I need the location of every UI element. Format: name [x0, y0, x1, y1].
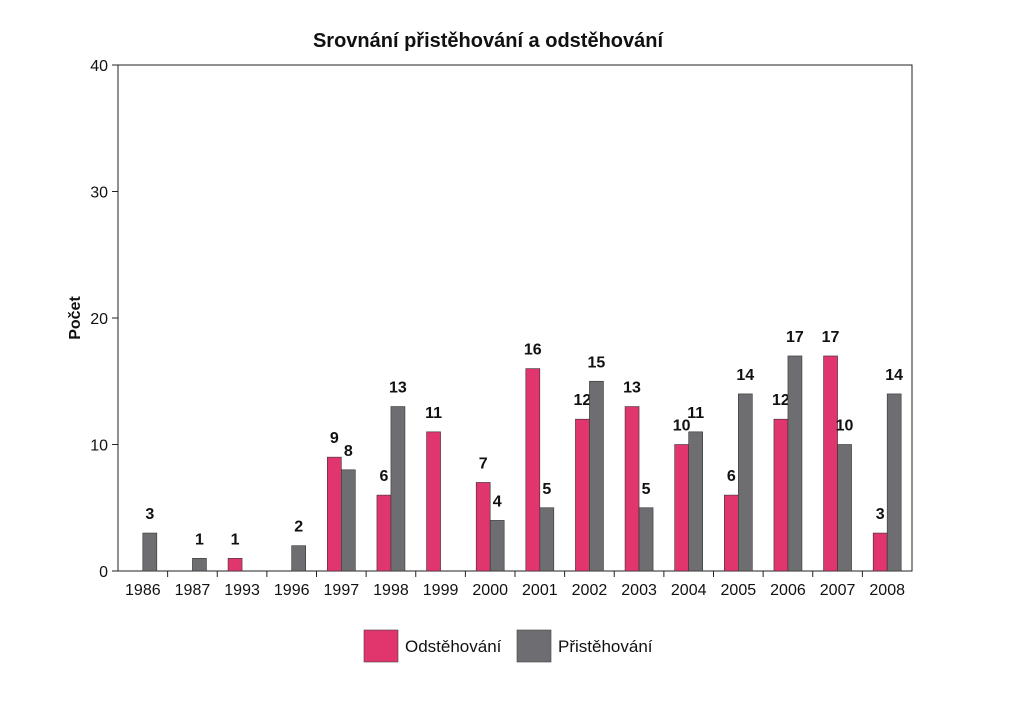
x-tick-label: 2005 [721, 582, 757, 599]
data-label-pristehovani: 13 [389, 380, 407, 397]
y-tick-label: 0 [99, 564, 108, 581]
y-tick-label: 40 [90, 58, 108, 75]
bar-odstehovani [227, 558, 243, 572]
x-tick-label: 2000 [472, 582, 508, 599]
bar-pristehovani [837, 444, 852, 572]
data-label-pristehovani: 2 [294, 519, 303, 536]
bar-pristehovani [341, 469, 356, 572]
x-tick-label: 1999 [423, 582, 459, 599]
bar-odstehovani [624, 406, 640, 572]
bar-odstehovani [872, 532, 888, 572]
bar-pristehovani [142, 532, 158, 572]
x-tick-label: 2006 [770, 582, 806, 599]
bar-pristehovani [390, 406, 406, 572]
bar-pristehovani [589, 380, 604, 572]
data-label-odstehovani: 16 [524, 342, 542, 359]
data-label-pristehovani: 14 [885, 367, 903, 384]
bar-pristehovani [638, 507, 654, 572]
data-label-pristehovani: 1 [195, 531, 204, 548]
data-label-odstehovani: 1 [231, 531, 240, 548]
data-label-odstehovani: 9 [330, 430, 339, 447]
data-label-odstehovani: 10 [673, 418, 691, 435]
x-tick-label: 2004 [671, 582, 707, 599]
data-label-odstehovani: 13 [623, 380, 641, 397]
x-tick-label: 1996 [274, 582, 310, 599]
x-tick-label: 2001 [522, 582, 558, 599]
data-label-pristehovani: 5 [642, 481, 651, 498]
data-label-pristehovani: 4 [493, 493, 502, 510]
bar-odstehovani [525, 368, 541, 572]
data-label-odstehovani: 6 [727, 468, 736, 485]
data-label-pristehovani: 10 [836, 418, 854, 435]
data-label-pristehovani: 17 [786, 329, 804, 346]
x-tick-label: 1997 [324, 582, 360, 599]
data-label-odstehovani: 3 [876, 506, 885, 523]
x-tick-label: 1993 [224, 582, 260, 599]
data-label-pristehovani: 3 [145, 506, 154, 523]
data-label-odstehovani: 12 [772, 392, 790, 409]
bar-odstehovani [376, 494, 392, 572]
bar-pristehovani [291, 545, 306, 572]
bar-pristehovani [787, 355, 803, 572]
chart-title: Srovnání přistěhování a odstěhování [313, 30, 665, 52]
x-tick-label: 2008 [869, 582, 905, 599]
bar-odstehovani [724, 494, 739, 572]
x-tick-label: 1986 [125, 582, 161, 599]
data-label-pristehovani: 11 [687, 405, 704, 422]
y-tick-label: 30 [90, 185, 108, 202]
bar-pristehovani [738, 393, 753, 572]
bar-odstehovani [674, 444, 689, 572]
data-label-pristehovani: 15 [588, 354, 606, 371]
bar-odstehovani [475, 482, 491, 572]
bar-odstehovani [823, 355, 838, 572]
data-label-pristehovani: 14 [736, 367, 754, 384]
bar-pristehovani [886, 393, 902, 572]
legend-label-odstehovani: Odstěhování [405, 637, 502, 656]
bar-pristehovani [489, 520, 505, 572]
bar-pristehovani [688, 431, 703, 572]
legend-label-pristehovani: Přistěhování [558, 637, 653, 656]
bar-pristehovani [192, 558, 207, 572]
bar-odstehovani [773, 418, 789, 572]
x-tick-label: 1998 [373, 582, 409, 599]
x-tick-label: 2002 [572, 582, 608, 599]
x-tick-label: 1987 [175, 582, 211, 599]
y-tick-label: 20 [90, 311, 108, 328]
y-tick-label: 10 [90, 438, 108, 455]
data-label-odstehovani: 12 [574, 392, 592, 409]
bar-odstehovani [327, 456, 342, 572]
data-label-pristehovani: 5 [542, 481, 551, 498]
data-label-odstehovani: 6 [379, 468, 388, 485]
bar-odstehovani [426, 431, 441, 572]
y-axis-label: Počet [67, 296, 84, 340]
legend-swatch-odstehovani [363, 629, 399, 663]
data-label-odstehovani: 11 [425, 405, 442, 422]
x-tick-label: 2007 [820, 582, 856, 599]
legend: Odstěhování Přistěhování [363, 629, 653, 663]
data-label-pristehovani: 8 [344, 443, 353, 460]
data-label-odstehovani: 17 [822, 329, 840, 346]
bar-odstehovani [575, 418, 590, 572]
bar-pristehovani [539, 507, 555, 572]
legend-swatch-pristehovani [516, 629, 552, 663]
x-tick-label: 2003 [621, 582, 657, 599]
data-label-odstehovani: 7 [479, 455, 488, 472]
